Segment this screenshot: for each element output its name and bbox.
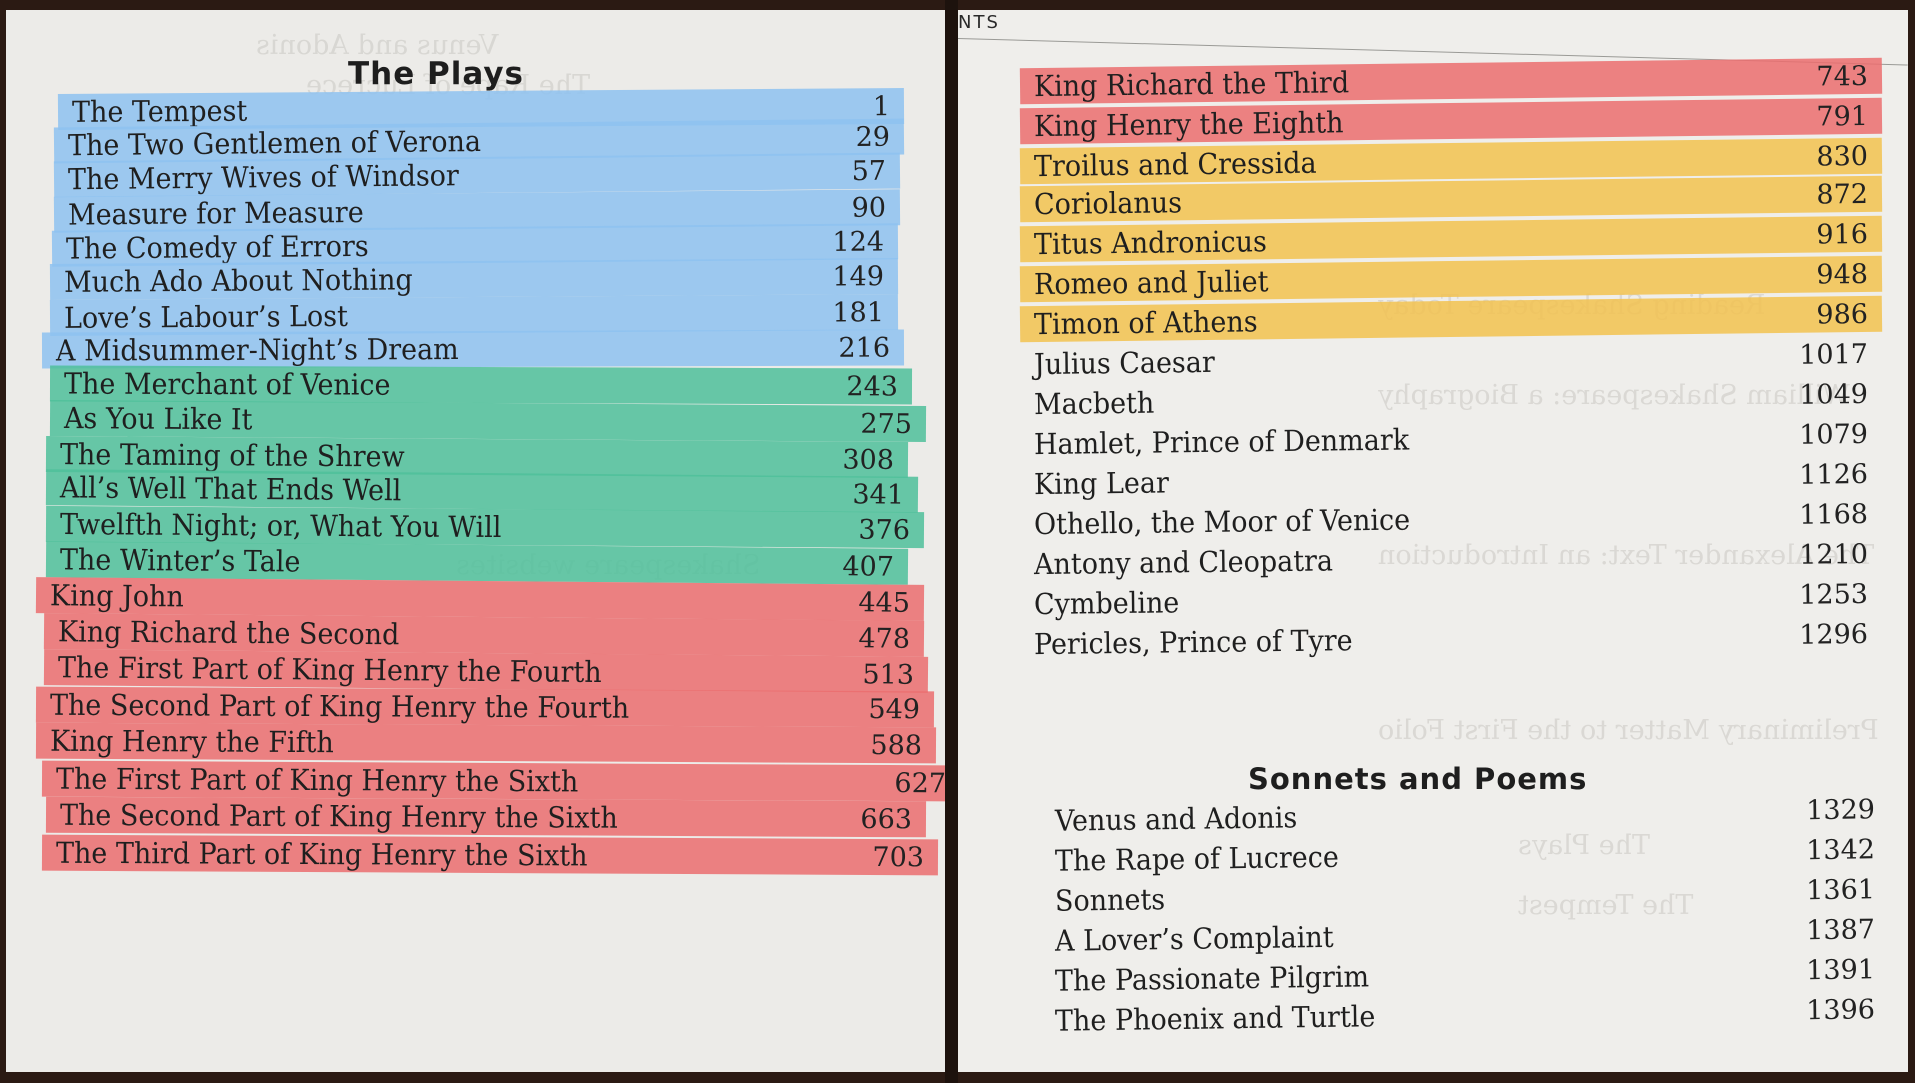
entry-title: Romeo and Juliet — [1033, 264, 1269, 302]
entry-page-number: 1210 — [1799, 538, 1869, 571]
entry-title: As You Like It — [63, 401, 253, 437]
book-gutter — [945, 0, 958, 1083]
entry-page-number: 1126 — [1799, 458, 1869, 491]
entry-page-number: 90 — [851, 192, 887, 224]
entry-page-number: 1017 — [1799, 338, 1869, 371]
play-entry: Pericles, Prince of Tyre 1296 — [1020, 615, 1882, 664]
entry-title: Julius Caesar — [1033, 344, 1215, 382]
entry-title: Timon of Athens — [1033, 304, 1258, 342]
entry-page-number: 376 — [858, 514, 911, 546]
entry-title: All’s Well That Ends Well — [59, 470, 402, 508]
entry-page-number: 1361 — [1806, 874, 1876, 907]
entry-page-number: 181 — [832, 297, 885, 329]
entry-title: The Second Part of King Henry the Sixth — [59, 797, 618, 835]
entry-page-number: 986 — [1816, 298, 1869, 331]
entry-title: Much Ado About Nothing — [63, 262, 413, 299]
entry-page-number: 149 — [832, 261, 885, 293]
entry-page-number: 445 — [858, 587, 911, 619]
entry-title: King Henry the Eighth — [1033, 105, 1344, 144]
left-page: Venus and Adonis The Rape of Lucrece Sha… — [6, 10, 945, 1072]
entry-page-number: 703 — [872, 842, 925, 874]
entry-page-number: 663 — [860, 803, 913, 836]
entry-page-number: 627 — [894, 768, 945, 800]
entry-title: The Passionate Pilgrim — [1054, 959, 1370, 998]
entry-page-number: 1391 — [1806, 954, 1876, 987]
right-page: Reading Shakespeare Today William Shakes… — [958, 10, 1908, 1072]
bleed-through-text: Preliminary Matter to the First Folio — [1378, 715, 1879, 746]
entry-page-number: 1049 — [1799, 378, 1869, 411]
entry-title: The Tempest — [71, 93, 248, 129]
entry-title: The Rape of Lucrece — [1054, 839, 1340, 878]
entry-title: Macbeth — [1033, 385, 1155, 422]
entry-title: The Third Part of King Henry the Sixth — [55, 835, 588, 873]
entry-title: Othello, the Moor of Venice — [1033, 502, 1411, 542]
entry-title: Antony and Cleopatra — [1033, 543, 1334, 582]
entry-page-number: 29 — [855, 121, 891, 154]
entry-page-number: 1396 — [1806, 994, 1876, 1027]
entry-title: Cymbeline — [1033, 585, 1180, 622]
entry-title: King Lear — [1033, 465, 1170, 502]
entry-page-number: 124 — [832, 226, 885, 258]
entry-page-number: 1253 — [1799, 578, 1869, 611]
entry-title: Pericles, Prince of Tyre — [1033, 623, 1353, 662]
entry-title: The Second Part of King Henry the Fourth — [49, 687, 630, 725]
entry-page-number: 1168 — [1799, 498, 1869, 531]
entry-page-number: 513 — [862, 659, 915, 691]
play-entry: A Midsummer-Night’s Dream 216 — [41, 328, 905, 369]
entry-page-number: 549 — [868, 694, 921, 726]
plays-heading: The Plays — [348, 56, 525, 92]
entry-page-number: 1387 — [1806, 914, 1876, 947]
entry-page-number: 308 — [842, 444, 895, 476]
entry-title: Venus and Adonis — [1054, 800, 1298, 838]
entry-page-number: 588 — [870, 730, 923, 762]
entry-title: Measure for Measure — [67, 194, 364, 232]
entry-page-number: 478 — [858, 623, 911, 655]
entry-page-number: 1342 — [1806, 834, 1876, 867]
play-entry: King Henry the Fifth 588 — [35, 722, 937, 765]
entry-title: King John — [49, 578, 184, 614]
entry-page-number: 341 — [852, 479, 905, 511]
entry-title: Love’s Labour’s Lost — [63, 298, 349, 335]
entry-title: Coriolanus — [1033, 185, 1183, 222]
entry-page-number: 743 — [1816, 60, 1869, 93]
entry-title: King Henry the Fifth — [49, 723, 334, 760]
entry-title: The Merchant of Venice — [63, 366, 391, 402]
entry-title: The First Part of King Henry the Sixth — [55, 761, 579, 799]
entry-title: The Winter’s Tale — [59, 542, 301, 579]
play-entry: The Third Part of King Henry the Sixth 70… — [41, 834, 939, 877]
entry-title: The First Part of King Henry the Fourth — [57, 650, 602, 690]
entry-title: King Richard the Third — [1033, 65, 1350, 104]
entry-page-number: 948 — [1816, 258, 1869, 291]
entry-title: Titus Andronicus — [1033, 224, 1268, 262]
entry-title: Troilus and Cressida — [1033, 145, 1317, 184]
entry-page-number: 916 — [1816, 218, 1869, 251]
play-entry: The Second Part of King Henry the Sixth 6… — [45, 796, 927, 839]
entry-page-number: 1329 — [1806, 794, 1876, 827]
running-head: NTS — [958, 12, 1000, 33]
entry-title: The Merry Wives of Windsor — [67, 158, 459, 197]
entry-page-number: 1079 — [1799, 418, 1869, 451]
entry-title: Twelfth Night; or, What You Will — [59, 507, 502, 545]
entry-title: Hamlet, Prince of Denmark — [1033, 422, 1410, 462]
entry-page-number: 275 — [860, 408, 913, 440]
entry-title: A Midsummer-Night’s Dream — [55, 332, 459, 368]
entry-title: Sonnets — [1054, 882, 1166, 918]
entry-title: The Phoenix and Turtle — [1054, 999, 1376, 1038]
entry-page-number: 57 — [851, 155, 887, 188]
entry-page-number: 830 — [1816, 140, 1869, 173]
entry-title: A Lover’s Complaint — [1054, 919, 1334, 958]
entry-page-number: 791 — [1816, 100, 1869, 133]
sonnets-and-poems-heading: Sonnets and Poems — [1248, 762, 1588, 796]
entry-page-number: 1296 — [1799, 618, 1869, 651]
entry-page-number: 243 — [846, 371, 899, 403]
entry-page-number: 216 — [838, 332, 891, 364]
entry-page-number: 872 — [1816, 178, 1869, 211]
entry-page-number: 407 — [842, 551, 895, 583]
entry-title: King Richard the Second — [57, 614, 400, 652]
